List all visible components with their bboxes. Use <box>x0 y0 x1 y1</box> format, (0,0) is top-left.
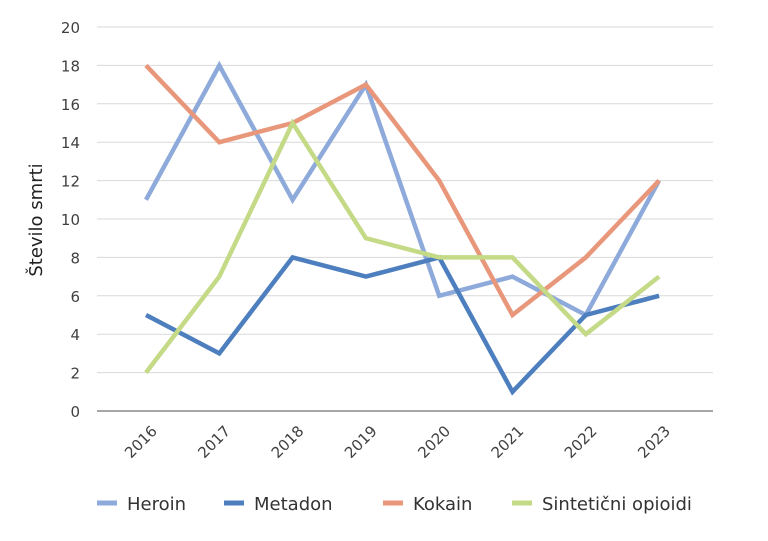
series-line-heroin <box>146 65 659 315</box>
y-tick-label: 10 <box>61 211 80 229</box>
y-tick-label: 20 <box>61 19 80 37</box>
legend-label: Heroin <box>127 494 186 515</box>
y-tick-label: 16 <box>61 96 80 114</box>
series-line-metadon <box>146 257 659 391</box>
y-tick-label: 18 <box>61 57 80 75</box>
y-tick-label: 12 <box>61 173 80 191</box>
x-tick-label: 2018 <box>268 422 308 462</box>
x-tick-label: 2023 <box>634 422 674 462</box>
x-tick-label: 2019 <box>341 422 381 462</box>
x-tick-label: 2022 <box>561 422 601 462</box>
legend-label: Kokain <box>413 494 472 515</box>
y-tick-label: 8 <box>70 249 80 267</box>
x-axis-ticks: 2016 2017 2018 2019 2020 2021 2022 2023 <box>121 422 674 462</box>
legend-label: Metadon <box>254 494 333 515</box>
y-tick-label: 2 <box>70 365 80 383</box>
x-tick-label: 2021 <box>488 422 528 462</box>
legend-item: Metadon <box>224 494 333 515</box>
y-axis-ticks: 0 2 4 6 8 10 12 14 16 18 20 <box>61 19 80 421</box>
x-tick-label: 2016 <box>121 422 161 462</box>
series-line-sintetični-opioidi <box>146 123 659 373</box>
legend: Heroin Metadon Kokain Sintetični opioidi <box>97 494 692 515</box>
x-tick-label: 2020 <box>414 422 454 462</box>
series-lines <box>146 65 659 392</box>
legend-item: Kokain <box>383 494 472 515</box>
y-tick-label: 0 <box>70 403 80 421</box>
legend-item: Sintetični opioidi <box>512 494 692 515</box>
legend-item: Heroin <box>97 494 186 515</box>
x-tick-label: 2017 <box>194 422 234 462</box>
y-tick-label: 6 <box>70 288 80 306</box>
y-tick-label: 4 <box>70 326 80 344</box>
legend-label: Sintetični opioidi <box>542 494 692 515</box>
y-axis-label: Število smrti <box>25 163 47 276</box>
y-tick-label: 14 <box>61 134 80 152</box>
